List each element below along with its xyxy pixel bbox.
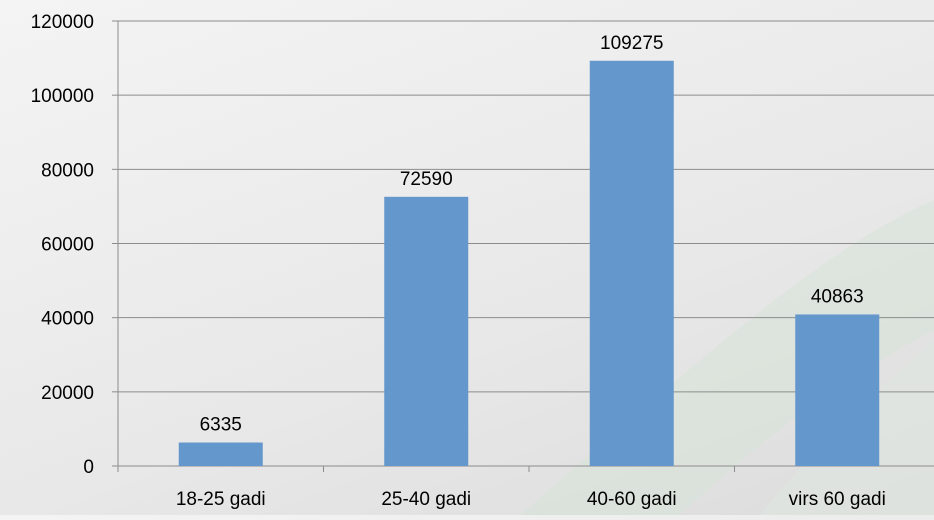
data-label: 72590 (400, 169, 453, 190)
x-tick-label: 25-40 gadi (381, 489, 471, 510)
data-label: 6335 (200, 415, 242, 436)
y-tick-label: 40000 (41, 309, 94, 330)
bar (795, 314, 880, 466)
bar (384, 196, 469, 467)
y-tick-label: 60000 (41, 235, 94, 256)
x-tick-label: 40-60 gadi (587, 489, 677, 510)
y-tick-label: 0 (83, 457, 94, 478)
y-tick-label: 120000 (31, 12, 94, 33)
y-tick-label: 20000 (41, 383, 94, 404)
y-tick-label: 80000 (41, 160, 94, 181)
bar (589, 60, 674, 466)
x-tick-label: virs 60 gadi (789, 489, 886, 510)
bars (178, 60, 880, 467)
data-label: 40863 (811, 286, 864, 307)
x-tick-label: 18-25 gadi (176, 489, 266, 510)
bar (178, 442, 263, 466)
labels: 0 20000 40000 60000 80000 100000 120000 6335 18-… (31, 12, 886, 510)
y-tick-label: 100000 (31, 86, 94, 107)
data-label: 109275 (600, 33, 663, 54)
